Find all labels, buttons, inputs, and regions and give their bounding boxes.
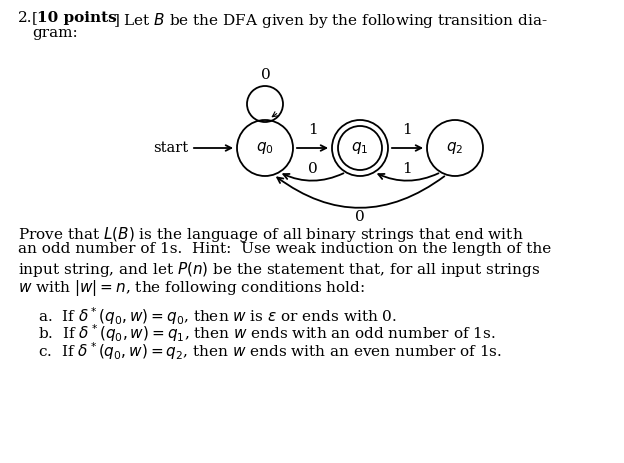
Text: $q_0$: $q_0$ xyxy=(256,140,274,156)
Text: 1: 1 xyxy=(402,123,412,137)
Text: ] Let $B$ be the DFA given by the following transition dia-: ] Let $B$ be the DFA given by the follow… xyxy=(113,11,548,30)
Text: Prove that $L(B)$ is the language of all binary strings that end with: Prove that $L(B)$ is the language of all… xyxy=(18,225,524,244)
Text: [: [ xyxy=(32,11,38,25)
Text: start: start xyxy=(153,141,188,155)
Text: $q_1$: $q_1$ xyxy=(351,140,369,156)
Text: 1: 1 xyxy=(308,123,318,137)
Text: 1: 1 xyxy=(402,162,412,176)
Text: 10 points: 10 points xyxy=(37,11,117,25)
Text: 0: 0 xyxy=(355,210,365,224)
Text: $q_2$: $q_2$ xyxy=(446,140,464,156)
Text: input string, and let $P(n)$ be the statement that, for all input strings: input string, and let $P(n)$ be the stat… xyxy=(18,260,540,279)
Text: gram:: gram: xyxy=(32,26,78,40)
Text: 0: 0 xyxy=(308,162,318,176)
Text: an odd number of 1s.  Hint:  Use weak induction on the length of the: an odd number of 1s. Hint: Use weak indu… xyxy=(18,243,551,257)
Text: $w$ with $|w| = n$, the following conditions hold:: $w$ with $|w| = n$, the following condit… xyxy=(18,277,365,298)
Text: c.  If $\delta^*(q_0, w) = q_2$, then $w$ ends with an even number of 1s.: c. If $\delta^*(q_0, w) = q_2$, then $w$… xyxy=(38,340,502,362)
Text: 2.: 2. xyxy=(18,11,32,25)
Text: 0: 0 xyxy=(261,68,271,82)
Text: a.  If $\delta^*(q_0, w) = q_0$, then $w$ is $\epsilon$ or ends with 0.: a. If $\delta^*(q_0, w) = q_0$, then $w$… xyxy=(38,305,397,327)
Text: b.  If $\delta^*(q_0, w) = q_1$, then $w$ ends with an odd number of 1s.: b. If $\delta^*(q_0, w) = q_1$, then $w$… xyxy=(38,323,495,344)
